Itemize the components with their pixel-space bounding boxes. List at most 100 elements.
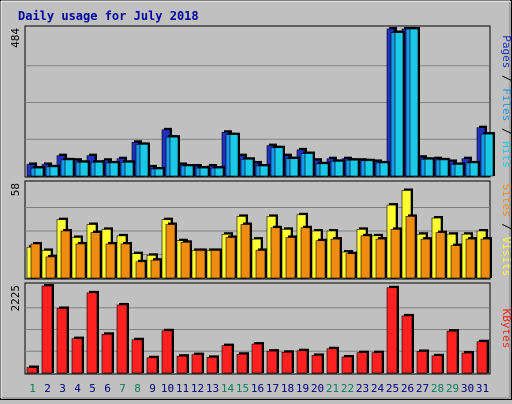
bar-sites <box>105 243 116 279</box>
bar-hits <box>274 147 284 177</box>
bar-sites <box>420 238 431 279</box>
y-max-label: 2225 <box>9 285 22 312</box>
bar-hits <box>199 167 209 177</box>
bar-sites <box>450 245 461 279</box>
bar-sites <box>255 250 266 279</box>
bar-kbytes <box>206 357 218 374</box>
legend-pages: Pages <box>500 35 512 68</box>
x-tick-label: 11 <box>176 382 189 395</box>
legend-separator: / <box>500 217 512 237</box>
bar-kbytes <box>311 355 323 374</box>
legend-visits: Visits <box>500 237 512 277</box>
x-tick-label: 3 <box>59 382 66 395</box>
bar-sites <box>135 261 146 279</box>
bar-kbytes <box>386 287 398 374</box>
bar-sites <box>120 243 131 279</box>
bar-sites <box>480 238 491 279</box>
bar-kbytes <box>41 285 53 374</box>
bar-hits <box>244 158 254 177</box>
legend-1: Pages / Files / Hits <box>500 35 512 168</box>
x-tick-label: 31 <box>476 382 489 395</box>
y-max-label: 58 <box>9 183 22 196</box>
x-tick-label: 30 <box>461 382 474 395</box>
chart-title: Daily usage for July 2018 <box>18 9 199 23</box>
bar-kbytes <box>176 355 188 374</box>
bar-kbytes <box>236 353 248 374</box>
x-tick-label: 14 <box>221 382 235 395</box>
bar-kbytes <box>266 350 278 374</box>
bar-kbytes <box>221 345 233 374</box>
bar-kbytes <box>461 352 473 374</box>
bar-hits <box>394 32 404 177</box>
bar-kbytes <box>161 330 173 374</box>
x-tick-label: 22 <box>341 382 354 395</box>
bar-sites <box>390 229 401 279</box>
bar-sites <box>45 256 56 279</box>
bar-sites <box>225 237 236 279</box>
bar-kbytes <box>356 352 368 374</box>
bar-sites <box>435 232 446 279</box>
panel-2: 58 Sites / Visits <box>9 180 512 280</box>
bar-kbytes <box>116 304 128 374</box>
x-tick-label: 12 <box>191 382 204 395</box>
bar-kbytes <box>146 357 158 374</box>
x-tick-label: 16 <box>251 382 264 395</box>
bar-sites <box>360 235 371 279</box>
bar-hits <box>259 165 269 177</box>
bar-kbytes <box>71 338 83 374</box>
legend-kbytes: KBytes <box>500 309 512 349</box>
bar-sites <box>150 259 161 279</box>
x-tick-label: 9 <box>149 382 156 395</box>
x-tick-label: 4 <box>74 382 81 395</box>
bar-sites <box>270 227 281 279</box>
legend-3: KBytes <box>500 309 512 349</box>
x-tick-label: 24 <box>371 382 385 395</box>
bar-hits <box>124 162 134 177</box>
bar-hits <box>79 162 89 177</box>
bar-hits <box>169 136 179 177</box>
x-tick-label: 28 <box>431 382 444 395</box>
bar-hits <box>229 134 239 177</box>
bar-hits <box>379 162 389 177</box>
bar-hits <box>304 153 314 177</box>
bar-sites <box>330 238 341 279</box>
bar-kbytes <box>446 330 458 374</box>
x-tick-label: 26 <box>401 382 414 395</box>
bar-kbytes <box>341 356 353 374</box>
bar-sites <box>165 224 176 279</box>
bar-sites <box>195 250 206 279</box>
bar-sites <box>300 227 311 279</box>
x-tick-label: 7 <box>119 382 126 395</box>
bar-hits <box>139 144 149 177</box>
panel-3: 2225 KBytes <box>9 282 512 375</box>
bar-sites <box>405 216 416 279</box>
legend-files: Files <box>500 88 512 121</box>
bar-sites <box>285 237 296 279</box>
x-tick-label: 2 <box>44 382 51 395</box>
bar-sites <box>315 240 326 279</box>
legend-separator: / <box>500 68 512 88</box>
bar-hits <box>64 159 74 177</box>
bar-hits <box>319 163 329 177</box>
bar-sites <box>210 250 221 279</box>
bar-hits <box>484 133 494 177</box>
x-axis-labels: 1 2 3 4 5 6 7 8 9 10 11 12 13 14 15 16 17 18 19 20 21 22 23 24 2… <box>29 382 489 395</box>
bar-hits <box>289 158 299 177</box>
bar-sites <box>180 242 191 279</box>
bar-kbytes <box>476 341 488 374</box>
bar-hits <box>184 165 194 177</box>
bar-sites <box>465 238 476 279</box>
bar-hits <box>469 162 479 177</box>
bar-kbytes <box>416 351 428 374</box>
legend-2: Sites / Visits <box>500 184 512 277</box>
bar-hits <box>214 167 224 177</box>
bar-hits <box>364 160 374 177</box>
bar-kbytes <box>26 367 38 374</box>
bar-hits <box>409 28 419 177</box>
bar-kbytes <box>86 292 98 374</box>
legend-separator: / <box>500 121 512 141</box>
x-tick-label: 25 <box>386 382 399 395</box>
x-tick-label: 17 <box>266 382 279 395</box>
